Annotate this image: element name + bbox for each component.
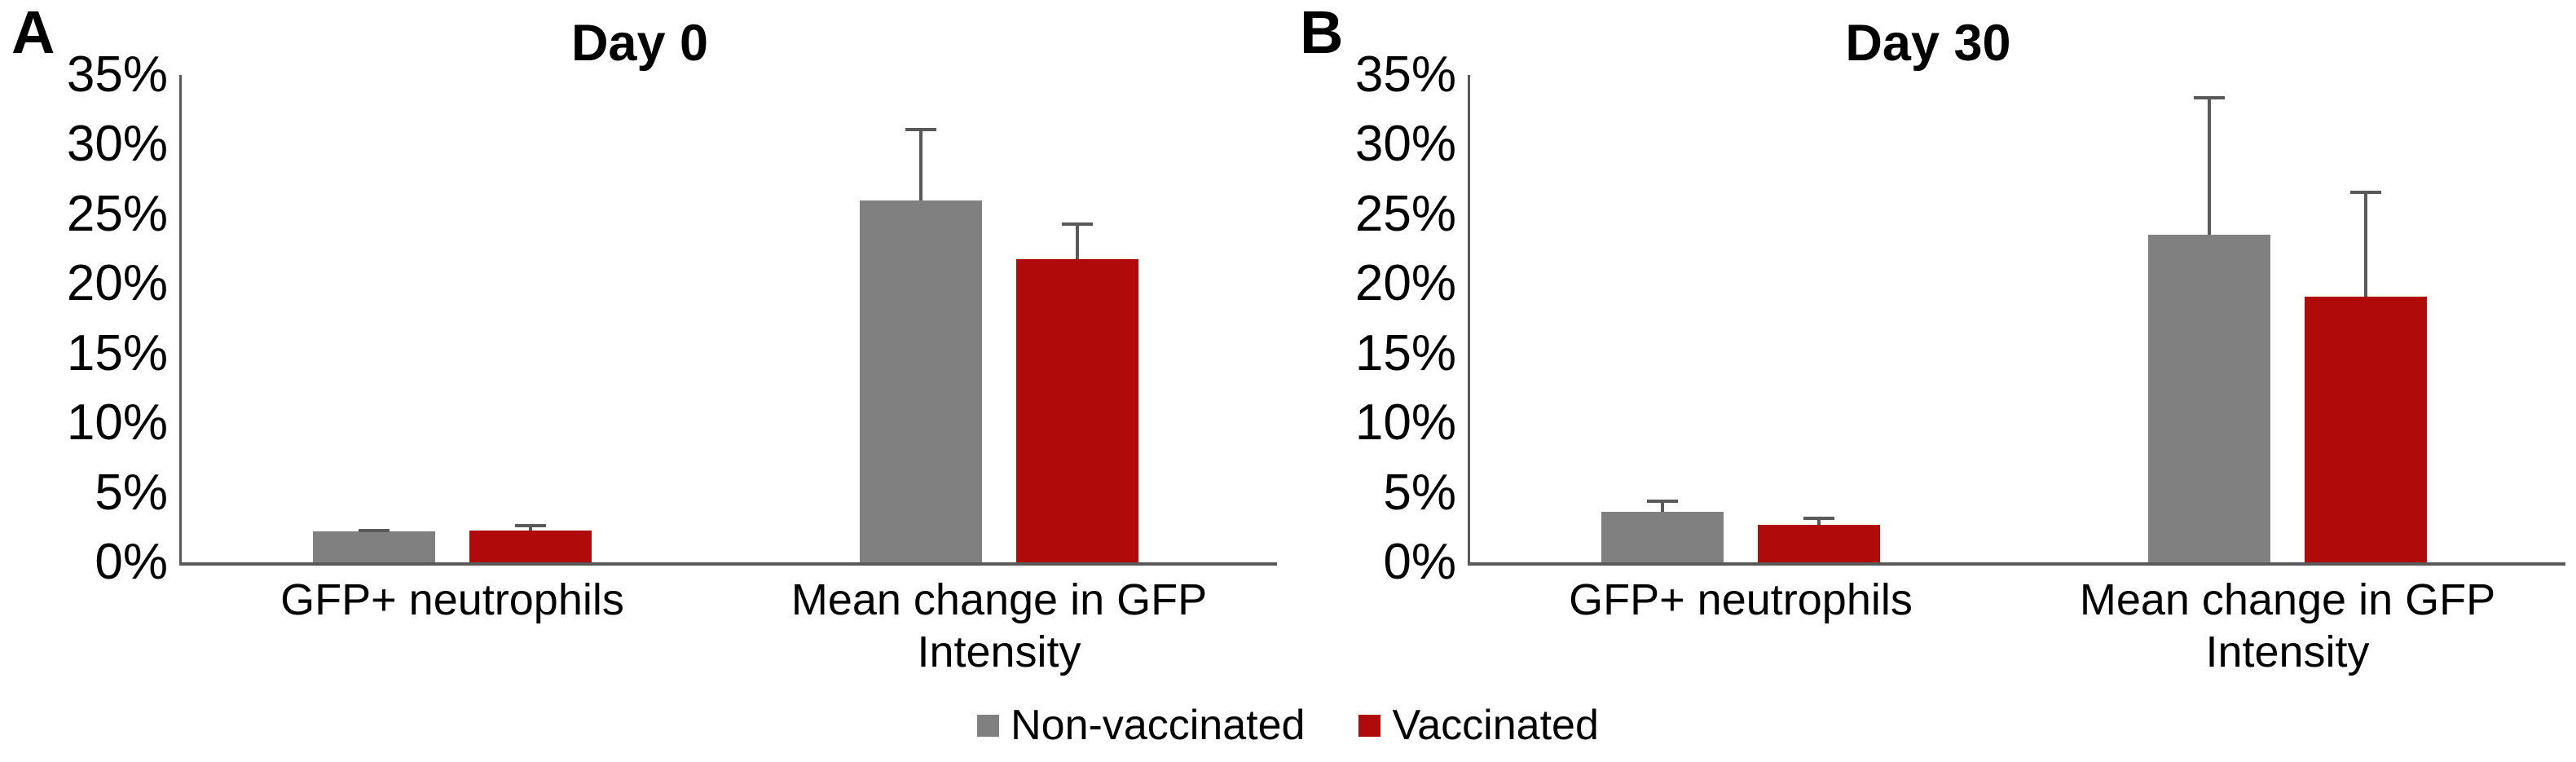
- bar-non-vaccinated: [2148, 235, 2270, 562]
- error-bar-cap: [1803, 516, 1834, 520]
- legend-swatch-nonvaccinated-icon: [977, 714, 1000, 737]
- y-axis-tick-label: 15%: [1354, 324, 1456, 381]
- error-bar-cap: [2194, 95, 2225, 99]
- legend-swatch-vaccinated-icon: [1358, 714, 1381, 737]
- chart-title-day-30: Day 30: [1845, 15, 2011, 72]
- y-axis-tick-label: 10%: [66, 394, 168, 451]
- plot-area-day-30: [1468, 75, 2565, 566]
- bar-vaccinated: [1016, 258, 1138, 562]
- error-bar-cap: [1647, 500, 1678, 504]
- legend-label-nonvaccinated: Non-vaccinated: [1011, 702, 1306, 749]
- bar-non-vaccinated: [313, 531, 435, 562]
- y-axis-tick-label: 25%: [1354, 185, 1456, 242]
- error-bar-cap: [515, 524, 546, 527]
- y-axis-tick-label: 20%: [1354, 255, 1456, 312]
- error-bar-stem: [2208, 95, 2211, 236]
- y-axis-tick-label: 0%: [95, 534, 168, 590]
- legend-label-vaccinated: Vaccinated: [1392, 702, 1599, 749]
- y-axis-tick-label: 10%: [1354, 394, 1456, 451]
- x-axis-category-label: GFP+ neutrophils: [280, 575, 624, 624]
- bar-non-vaccinated: [860, 200, 982, 562]
- bar-vaccinated: [469, 530, 592, 562]
- y-axis-tick-label: 25%: [66, 185, 168, 242]
- y-axis-tick-label: 0%: [1383, 534, 1456, 590]
- y-axis-tick-label: 5%: [95, 464, 168, 521]
- legend: Non-vaccinated Vaccinated: [0, 703, 2576, 748]
- error-bar-cap: [1062, 222, 1093, 227]
- x-axis-category-label: GFP+ neutrophils: [1569, 575, 1913, 624]
- bar-non-vaccinated: [1601, 512, 1724, 562]
- plot-area-day-0: [179, 75, 1277, 566]
- chart-title-day-0: Day 0: [570, 15, 709, 72]
- error-bar-stem: [1661, 500, 1664, 513]
- x-axis-category-label: Mean change in GFP Intensity: [2079, 575, 2496, 676]
- error-bar-stem: [1817, 516, 1821, 525]
- error-bar-stem: [2364, 190, 2367, 297]
- legend-item-nonvaccinated: Non-vaccinated: [977, 703, 1305, 748]
- y-axis-tick-label: 20%: [66, 255, 168, 312]
- y-axis-tick-label: 30%: [1354, 116, 1456, 173]
- bar-vaccinated: [2305, 296, 2427, 562]
- y-axis-tick-label: 5%: [1383, 464, 1456, 521]
- x-axis-category-label: Mean change in GFP Intensity: [790, 575, 1208, 676]
- error-bar-cap: [359, 528, 390, 532]
- panel-letter-b: B: [1300, 0, 1344, 66]
- y-axis-tick-label: 35%: [66, 46, 168, 103]
- legend-item-vaccinated: Vaccinated: [1358, 702, 1599, 749]
- y-axis-tick-label: 35%: [1354, 46, 1456, 103]
- y-axis-tick-label: 30%: [66, 116, 168, 173]
- panel-day-0: A Day 0 0% 5% 10% 15% 20% 25% 30% 35% GFP+ neutr…: [11, 0, 1277, 676]
- panel-day-30: B Day 30 0% 5% 10% 15% 20% 25% 30% 35% GFP+ neut…: [1288, 0, 2576, 762]
- panel-letter-a: A: [11, 0, 55, 66]
- y-axis-tick-label: 15%: [66, 324, 168, 381]
- error-bar-cap: [2350, 190, 2381, 194]
- error-bar-stem: [1076, 222, 1079, 259]
- error-bar-stem: [919, 127, 923, 200]
- bar-vaccinated: [1758, 524, 1880, 562]
- error-bar-cap: [905, 127, 936, 131]
